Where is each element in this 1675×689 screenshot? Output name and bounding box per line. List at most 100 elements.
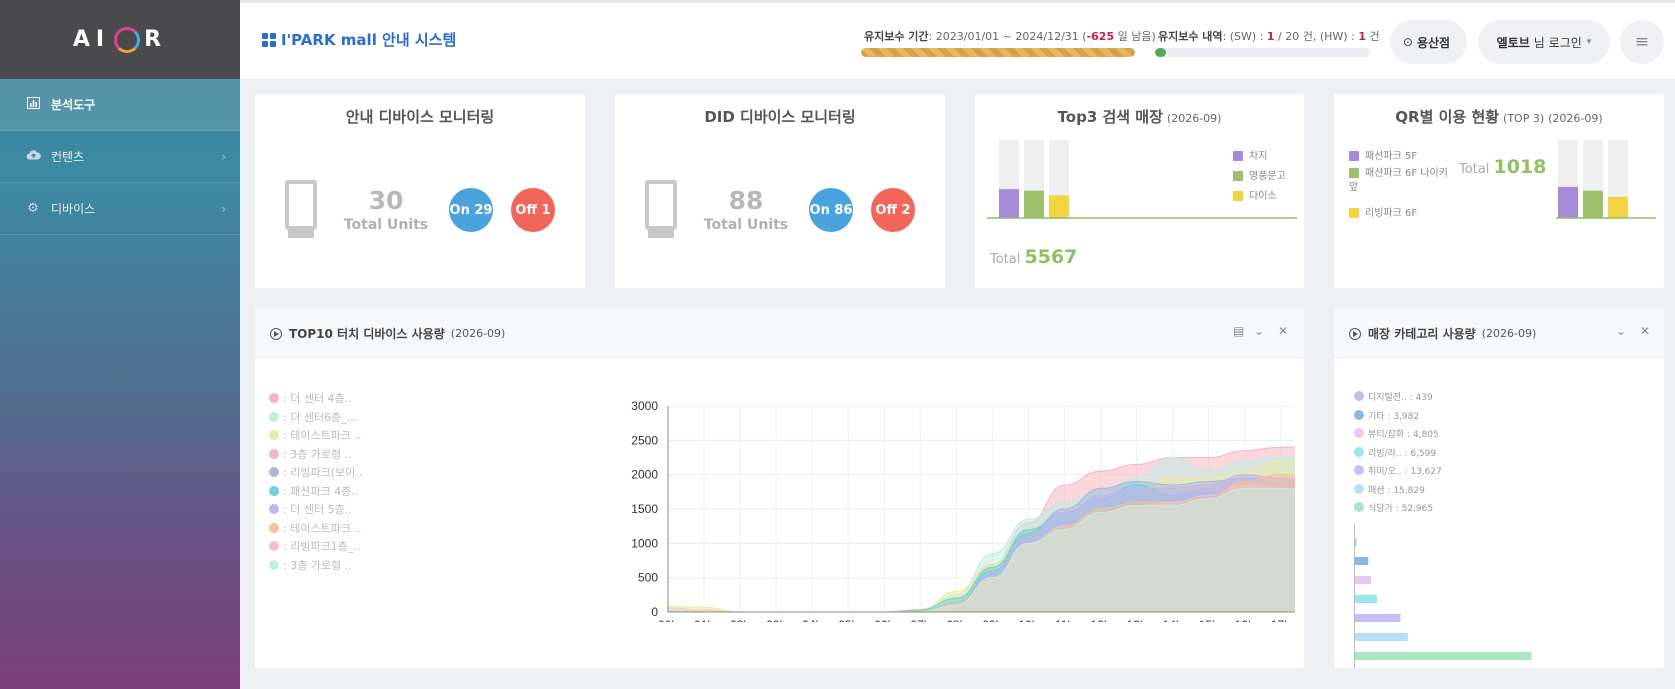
legend-item: 리빙파크 6F	[1349, 204, 1417, 219]
menu-button[interactable]: ≡	[1620, 20, 1664, 64]
x-tick-label: 15h	[1199, 618, 1219, 622]
card-title-text: QR별 이용 현황	[1395, 108, 1500, 126]
touch-area-chart: 3000 2500 2000 1500 1000 500 000h 01h 02h 03h 04h 0…	[631, 399, 1295, 622]
maintenance-period-label: 유지보수 기간	[864, 30, 929, 43]
legend-item[interactable]: 리빙/라.. : 6,599	[1354, 446, 1436, 459]
legend-dot	[1354, 483, 1364, 494]
bar-2	[1049, 195, 1069, 218]
sidebar-item-contents[interactable]: 컨텐츠 ›	[0, 131, 240, 183]
legend-label: 디지털전.. : 439	[1368, 393, 1433, 403]
grid-icon	[262, 32, 276, 47]
legend-item[interactable]: 식당가 : 52,965	[1354, 501, 1433, 514]
category-bar-5	[1355, 633, 1408, 641]
off-count-badge[interactable]: Off 1	[511, 188, 555, 232]
logo-area[interactable]: AI R	[0, 0, 240, 79]
off-count-badge[interactable]: Off 2	[871, 188, 915, 232]
maintenance-period-bar	[861, 48, 1135, 57]
chevron-down-icon[interactable]: ⌄	[1254, 324, 1265, 338]
store-button-label: 용산점	[1416, 35, 1451, 50]
total-units-label: Total Units	[343, 217, 429, 233]
legend-item[interactable]: : 테이스트파크 ..	[269, 520, 361, 536]
maintenance-history: 유지보수 내역: (SW) : 1 / 20 건, (HW) : 1 건	[1158, 28, 1380, 44]
total-units-value: 88	[728, 186, 764, 215]
y-tick-label: 2500	[631, 433, 658, 447]
total-label: Total	[1459, 162, 1490, 177]
legend-item[interactable]: : 3층 가로형 ..	[269, 557, 352, 573]
legend-item[interactable]: : 더 센터6층_...	[269, 409, 357, 425]
legend-item[interactable]: 기타 : 3,982	[1354, 409, 1419, 422]
legend-dot	[269, 485, 279, 496]
legend-label: : 3층 가로형 ..	[283, 447, 352, 461]
legend-item[interactable]: 패션 : 15,829	[1354, 483, 1425, 496]
category-bar-2	[1355, 576, 1372, 584]
user-menu[interactable]: 엘토브 님 로그인 ▾	[1478, 20, 1610, 64]
close-icon[interactable]: ✕	[1278, 324, 1289, 338]
legend-item[interactable]: : 더 센터 4층..	[269, 390, 352, 406]
bar-0	[999, 189, 1019, 218]
legend-item[interactable]: : 테이스트파크 ..	[269, 427, 361, 443]
panel-period: (2026-09)	[450, 327, 506, 340]
category-bar-chart	[1354, 524, 1532, 668]
touch-usage-panel: TOP10 터치 디바이스 사용량 (2026-09) ▤ ⌄ ✕ : 더 센터 …	[255, 308, 1304, 668]
legend-dot	[269, 411, 279, 422]
brand-title[interactable]: I'PARK mall 안내 시스템	[262, 29, 456, 50]
legend-item[interactable]: : 더 센터 5층..	[269, 501, 352, 517]
y-tick-label: 500	[638, 571, 658, 585]
legend-label: : 패션파크 4층..	[283, 484, 359, 498]
legend-label: : 더 센터 4층..	[283, 392, 352, 405]
x-tick-label: 07h	[910, 618, 930, 622]
maintenance-history-bar	[1155, 48, 1370, 57]
sidebar-item-devices[interactable]: ⚙ 디바이스 ›	[0, 183, 240, 235]
y-tick-label: 0	[651, 605, 658, 619]
bar-2	[1608, 196, 1628, 218]
panel-title: 매장 카테고리 사용량 (2026-09)	[1349, 325, 1536, 342]
x-tick-label: 11h	[1055, 618, 1074, 622]
on-count-badge[interactable]: On 86	[809, 188, 853, 232]
legend-item[interactable]: : 패션파크 4층..	[269, 483, 358, 499]
total-units-label: Total Units	[703, 217, 789, 233]
legend-item[interactable]: 취미/오.. : 13,627	[1354, 464, 1442, 477]
kiosk-base	[288, 230, 314, 238]
top3-search-card: Top3 검색 매장 (2026-09) 차지 영풍문고 다이소 Total 55…	[975, 94, 1304, 288]
legend-dot	[269, 430, 279, 440]
maintenance-days-remaining: -625	[1086, 30, 1115, 43]
chevron-down-icon[interactable]: ⌄	[1616, 324, 1627, 338]
maintenance-period: 유지보수 기간: 2023/01/01 ~ 2024/12/31 (-625 일…	[864, 28, 1156, 44]
card-title: 안내 디바이스 모니터링	[345, 108, 495, 126]
kiosk-base	[648, 230, 674, 238]
legend-label: : 테이스트파크 ..	[283, 521, 362, 535]
legend-label: : 더 센터 5층..	[283, 503, 352, 516]
maintenance-hw-count: 1	[1358, 30, 1366, 43]
legend-label: 리빙/라.. : 6,599	[1368, 448, 1437, 459]
sidebar-item-analysis[interactable]: 분석도구	[0, 79, 240, 131]
legend-item[interactable]: 뷰티/잡화 : 4,805	[1354, 427, 1439, 440]
legend-dot	[269, 504, 279, 514]
store-button[interactable]: ⊙ 용산점	[1390, 20, 1467, 64]
card-title: Top3 검색 매장 (2026-09)	[975, 106, 1304, 127]
legend-item[interactable]: : 리빙파크(보이..	[269, 464, 362, 480]
legend-label: 식당가 : 52,965	[1368, 504, 1434, 514]
legend-item[interactable]: : 3층 가로형 ..	[269, 446, 352, 462]
card-title: QR별 이용 현황 (TOP 3) (2026-09)	[1334, 106, 1664, 127]
target-icon: ⊙	[1402, 35, 1413, 49]
chevron-right-icon: ›	[221, 201, 226, 216]
legend-item[interactable]: : 리빙파크1층_..	[269, 538, 360, 554]
book-icon[interactable]: ▤	[1233, 324, 1245, 338]
qr-usage-card: QR별 이용 현황 (TOP 3) (2026-09) 패션파크 5F 패션파크 6…	[1334, 94, 1664, 288]
legend-label: 취미/오.. : 13,627	[1368, 467, 1442, 477]
panel-title-text: TOP10 터치 디바이스 사용량	[289, 327, 445, 341]
legend-label: : 3층 가로형 ..	[283, 558, 352, 572]
category-bar-1	[1355, 557, 1369, 565]
legend-item[interactable]: 디지털전.. : 439	[1354, 390, 1433, 403]
legend-dot	[269, 467, 279, 477]
x-tick-label: 00h	[658, 618, 678, 622]
legend-label: 패션파크 6F 나이키 앞	[1349, 168, 1448, 193]
x-tick-label: 12h	[1091, 618, 1111, 622]
maintenance-hw-suffix: 건	[1365, 30, 1380, 43]
panel-title-text: 매장 카테고리 사용량	[1368, 327, 1476, 341]
qr-bar-chart	[1556, 140, 1656, 219]
on-count-badge[interactable]: On 29	[449, 188, 493, 232]
close-icon[interactable]: ✕	[1640, 324, 1651, 338]
sidebar: AI R 분석도구 컨텐츠 › ⚙ 디바이스 ›	[0, 0, 240, 689]
legend-label: : 리빙파크(보이..	[283, 466, 363, 479]
